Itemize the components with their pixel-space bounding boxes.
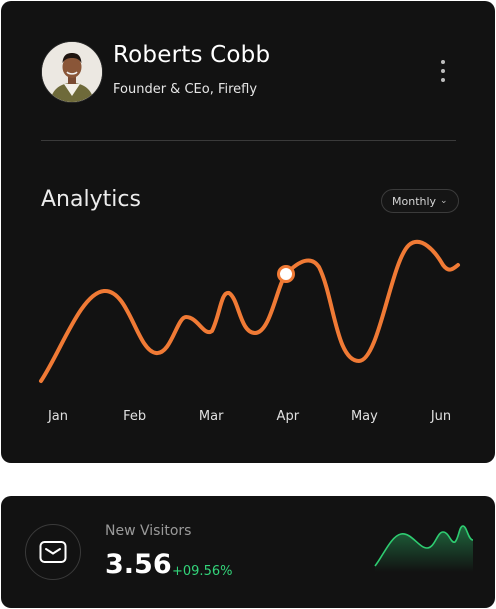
profile-analytics-card: Roberts Cobb Founder & CEo, Firefly Anal… [1, 1, 495, 463]
x-tick-label: Feb [123, 409, 146, 424]
series-line [39, 239, 460, 383]
x-tick-label: Jan [47, 409, 68, 424]
more-dot-icon [441, 60, 445, 64]
new-visitors-card: New Visitors 3.56 +09.56% [1, 496, 495, 608]
x-tick-label: May [351, 409, 378, 424]
more-dot-icon [441, 78, 445, 82]
visitors-value: 3.56 [105, 549, 172, 580]
wallet-icon-button[interactable] [25, 524, 81, 580]
visitors-sparkline [374, 525, 474, 572]
analytics-chart: Jan Feb Mar Apr May Jun [1, 221, 495, 441]
sparkline-area [375, 526, 473, 572]
profile-name: Roberts Cobb [113, 42, 271, 68]
highlight-point[interactable] [277, 265, 295, 283]
visitors-label: New Visitors [105, 523, 192, 539]
x-tick-label: Mar [199, 409, 224, 424]
more-options-button[interactable] [431, 57, 455, 85]
period-select[interactable]: Monthly ⌄ [381, 189, 459, 213]
analytics-title: Analytics [41, 187, 141, 212]
person-avatar-icon [42, 42, 102, 102]
period-select-label: Monthly [392, 194, 437, 208]
chevron-down-icon: ⌄ [440, 196, 448, 206]
more-dot-icon [441, 69, 445, 73]
visitors-change: +09.56% [172, 564, 233, 579]
wallet-icon [39, 541, 67, 563]
sparkline-line [374, 525, 474, 567]
analytics-chart-svg: Jan Feb Mar Apr May Jun [39, 239, 460, 424]
profile-role: Founder & CEo, Firefly [113, 82, 258, 97]
x-tick-label: Jun [430, 409, 451, 424]
x-tick-label: Apr [277, 409, 300, 424]
divider [41, 140, 456, 141]
avatar[interactable] [41, 41, 103, 103]
